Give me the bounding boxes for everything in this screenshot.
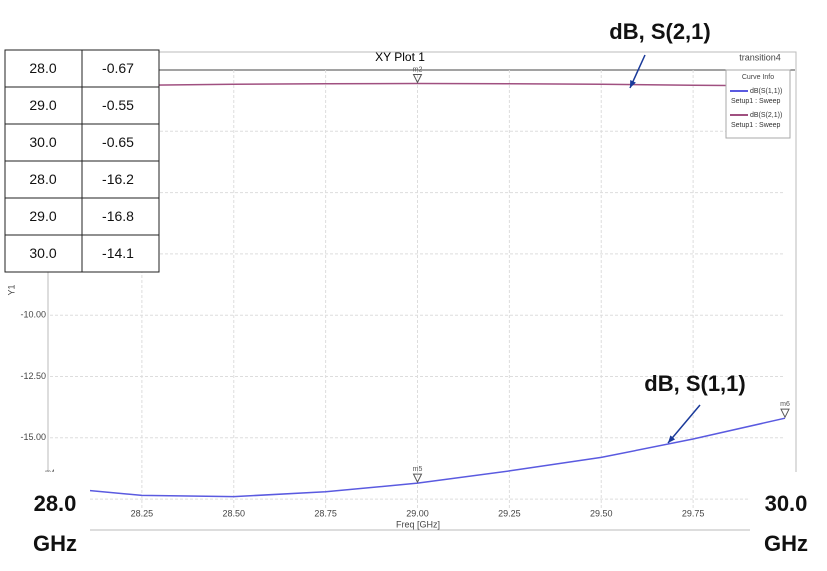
marker-label: m2: [413, 66, 423, 73]
table-cell: [4, 197, 83, 236]
marker: [412, 73, 423, 84]
legend-title: Curve Info: [742, 74, 774, 81]
table-cell-text: 30.0: [29, 245, 56, 261]
table-cell-text: -0.67: [102, 60, 134, 76]
annotation-text: 30.0: [765, 491, 808, 516]
marker: [412, 473, 423, 484]
x-tick-label: 29.75: [682, 508, 705, 518]
table-cell-text: 30.0: [29, 134, 56, 150]
chart-title: XY Plot 1: [375, 50, 425, 64]
annotation-text: GHz: [33, 531, 77, 556]
table-cell-text: -0.55: [102, 97, 134, 113]
annotation-text: 28.0: [34, 491, 77, 516]
table-cell-text: 29.0: [29, 208, 56, 224]
marker-label: m5: [413, 466, 423, 473]
table-cell: [81, 160, 160, 199]
table-cell-text: 29.0: [29, 97, 56, 113]
annotation-text: dB, S(2,1): [609, 19, 710, 44]
table-cell: [81, 86, 160, 125]
legend-entry: dB(S(1,1)): [750, 88, 782, 95]
y-tick-label: -12.50: [20, 371, 46, 381]
x-tick-label: 29.25: [498, 508, 521, 518]
design-name: transition4: [739, 52, 781, 62]
marker-label: m6: [780, 401, 790, 408]
y-tick-label: -10.00: [20, 310, 46, 320]
table-cell-text: -16.8: [102, 208, 134, 224]
x-tick-label: 28.25: [131, 508, 154, 518]
annotation-box: [750, 472, 822, 564]
marker: [780, 408, 790, 419]
table-cell: [4, 160, 83, 199]
annotation-arrow: [667, 404, 701, 444]
annotation-text: GHz: [764, 531, 808, 556]
table-cell: [81, 49, 160, 88]
annotation-box: [20, 472, 90, 564]
plot-frame: [47, 51, 797, 531]
table-cell-text: -0.65: [102, 134, 134, 150]
table-cell-text: 28.0: [29, 171, 56, 187]
x-tick-label: 28.50: [222, 508, 245, 518]
y-tick-label: -15.00: [20, 432, 46, 442]
y-axis-label: Y1: [6, 284, 16, 295]
x-tick-label: 29.00: [406, 508, 429, 518]
table-cell: [81, 123, 160, 162]
table-cell: [4, 49, 83, 88]
table-cell: [4, 234, 83, 273]
legend-entry: dB(S(2,1)): [750, 112, 782, 119]
annotation-text: dB, S(1,1): [644, 371, 745, 396]
arrow-head: [630, 80, 636, 88]
table-cell-text: -16.2: [102, 171, 134, 187]
table-cell: [81, 234, 160, 273]
table-cell-text: 28.0: [29, 60, 56, 76]
table-cell: [81, 197, 160, 236]
x-axis-label: Freq [GHz]: [396, 519, 440, 529]
table-cell-text: -14.1: [102, 245, 134, 261]
x-tick-label: 29.50: [590, 508, 613, 518]
x-tick-label: 28.75: [314, 508, 337, 518]
arrow-head: [668, 435, 676, 443]
legend-setup: Setup1 : Sweep: [731, 98, 781, 105]
legend-setup: Setup1 : Sweep: [731, 122, 781, 129]
legend-box: [725, 69, 791, 139]
